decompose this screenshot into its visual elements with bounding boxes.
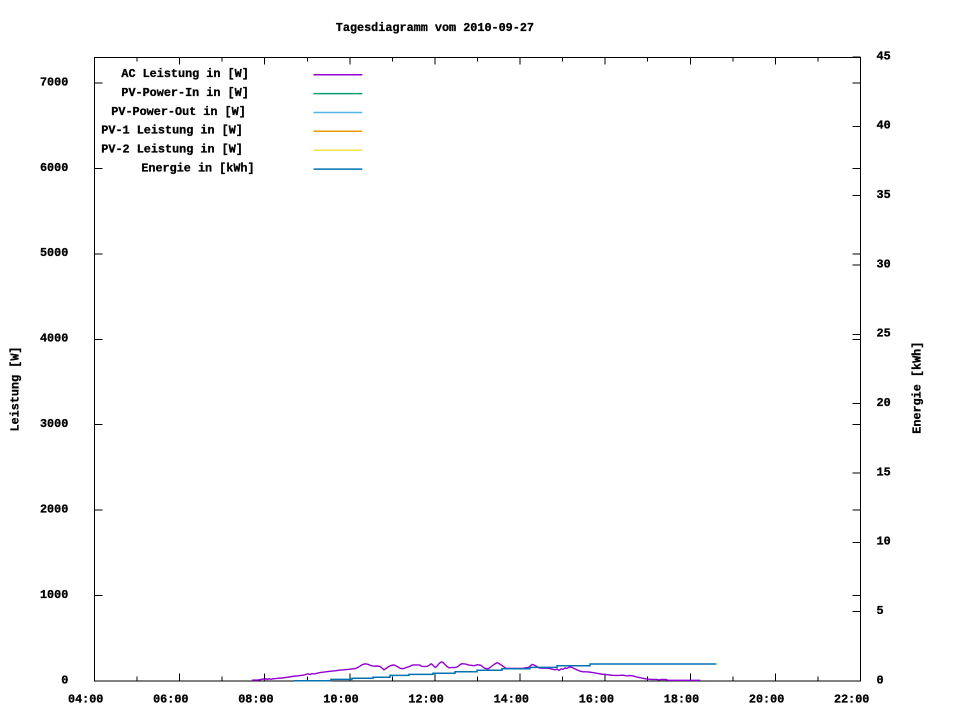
svg-text:20: 20 (877, 396, 891, 410)
svg-text:06:00: 06:00 (153, 692, 188, 706)
svg-text:PV-1 Leistung in [W]: PV-1 Leistung in [W] (101, 124, 243, 138)
svg-text:04:00: 04:00 (68, 692, 103, 706)
svg-text:12:00: 12:00 (408, 692, 443, 706)
svg-text:25: 25 (877, 327, 891, 341)
svg-text:4000: 4000 (40, 332, 68, 346)
svg-text:30: 30 (877, 257, 891, 271)
svg-text:0: 0 (877, 673, 884, 687)
svg-text:3000: 3000 (40, 417, 68, 431)
svg-text:14:00: 14:00 (494, 692, 529, 706)
svg-text:45: 45 (877, 49, 891, 63)
svg-text:1000: 1000 (40, 588, 68, 602)
svg-text:AC Leistung in [W]: AC Leistung in [W] (121, 67, 248, 81)
svg-text:Energie [kWh]: Energie [kWh] (910, 342, 924, 434)
svg-text:5000: 5000 (40, 246, 68, 260)
svg-text:2000: 2000 (40, 503, 68, 517)
svg-text:PV-Power-In in [W]: PV-Power-In in [W] (121, 86, 248, 100)
svg-text:22:00: 22:00 (834, 692, 869, 706)
svg-text:08:00: 08:00 (238, 692, 273, 706)
svg-text:5: 5 (877, 604, 884, 618)
svg-text:7000: 7000 (40, 75, 68, 89)
svg-text:PV-2 Leistung in [W]: PV-2 Leistung in [W] (101, 143, 243, 157)
svg-text:20:00: 20:00 (749, 692, 784, 706)
svg-text:PV-Power-Out in [W]: PV-Power-Out in [W] (111, 105, 246, 119)
svg-text:Energie in [kWh]: Energie in [kWh] (141, 161, 254, 175)
svg-text:35: 35 (877, 188, 891, 202)
svg-text:15: 15 (877, 465, 891, 479)
svg-text:10:00: 10:00 (323, 692, 358, 706)
svg-text:16:00: 16:00 (579, 692, 614, 706)
svg-text:18:00: 18:00 (664, 692, 699, 706)
svg-text:10: 10 (877, 535, 891, 549)
svg-text:Leistung [W]: Leistung [W] (8, 347, 22, 432)
svg-text:Tagesdiagramm vom 2010-09-27: Tagesdiagramm vom 2010-09-27 (336, 21, 534, 35)
svg-text:0: 0 (61, 673, 68, 687)
svg-text:6000: 6000 (40, 161, 68, 175)
svg-text:40: 40 (877, 119, 891, 133)
